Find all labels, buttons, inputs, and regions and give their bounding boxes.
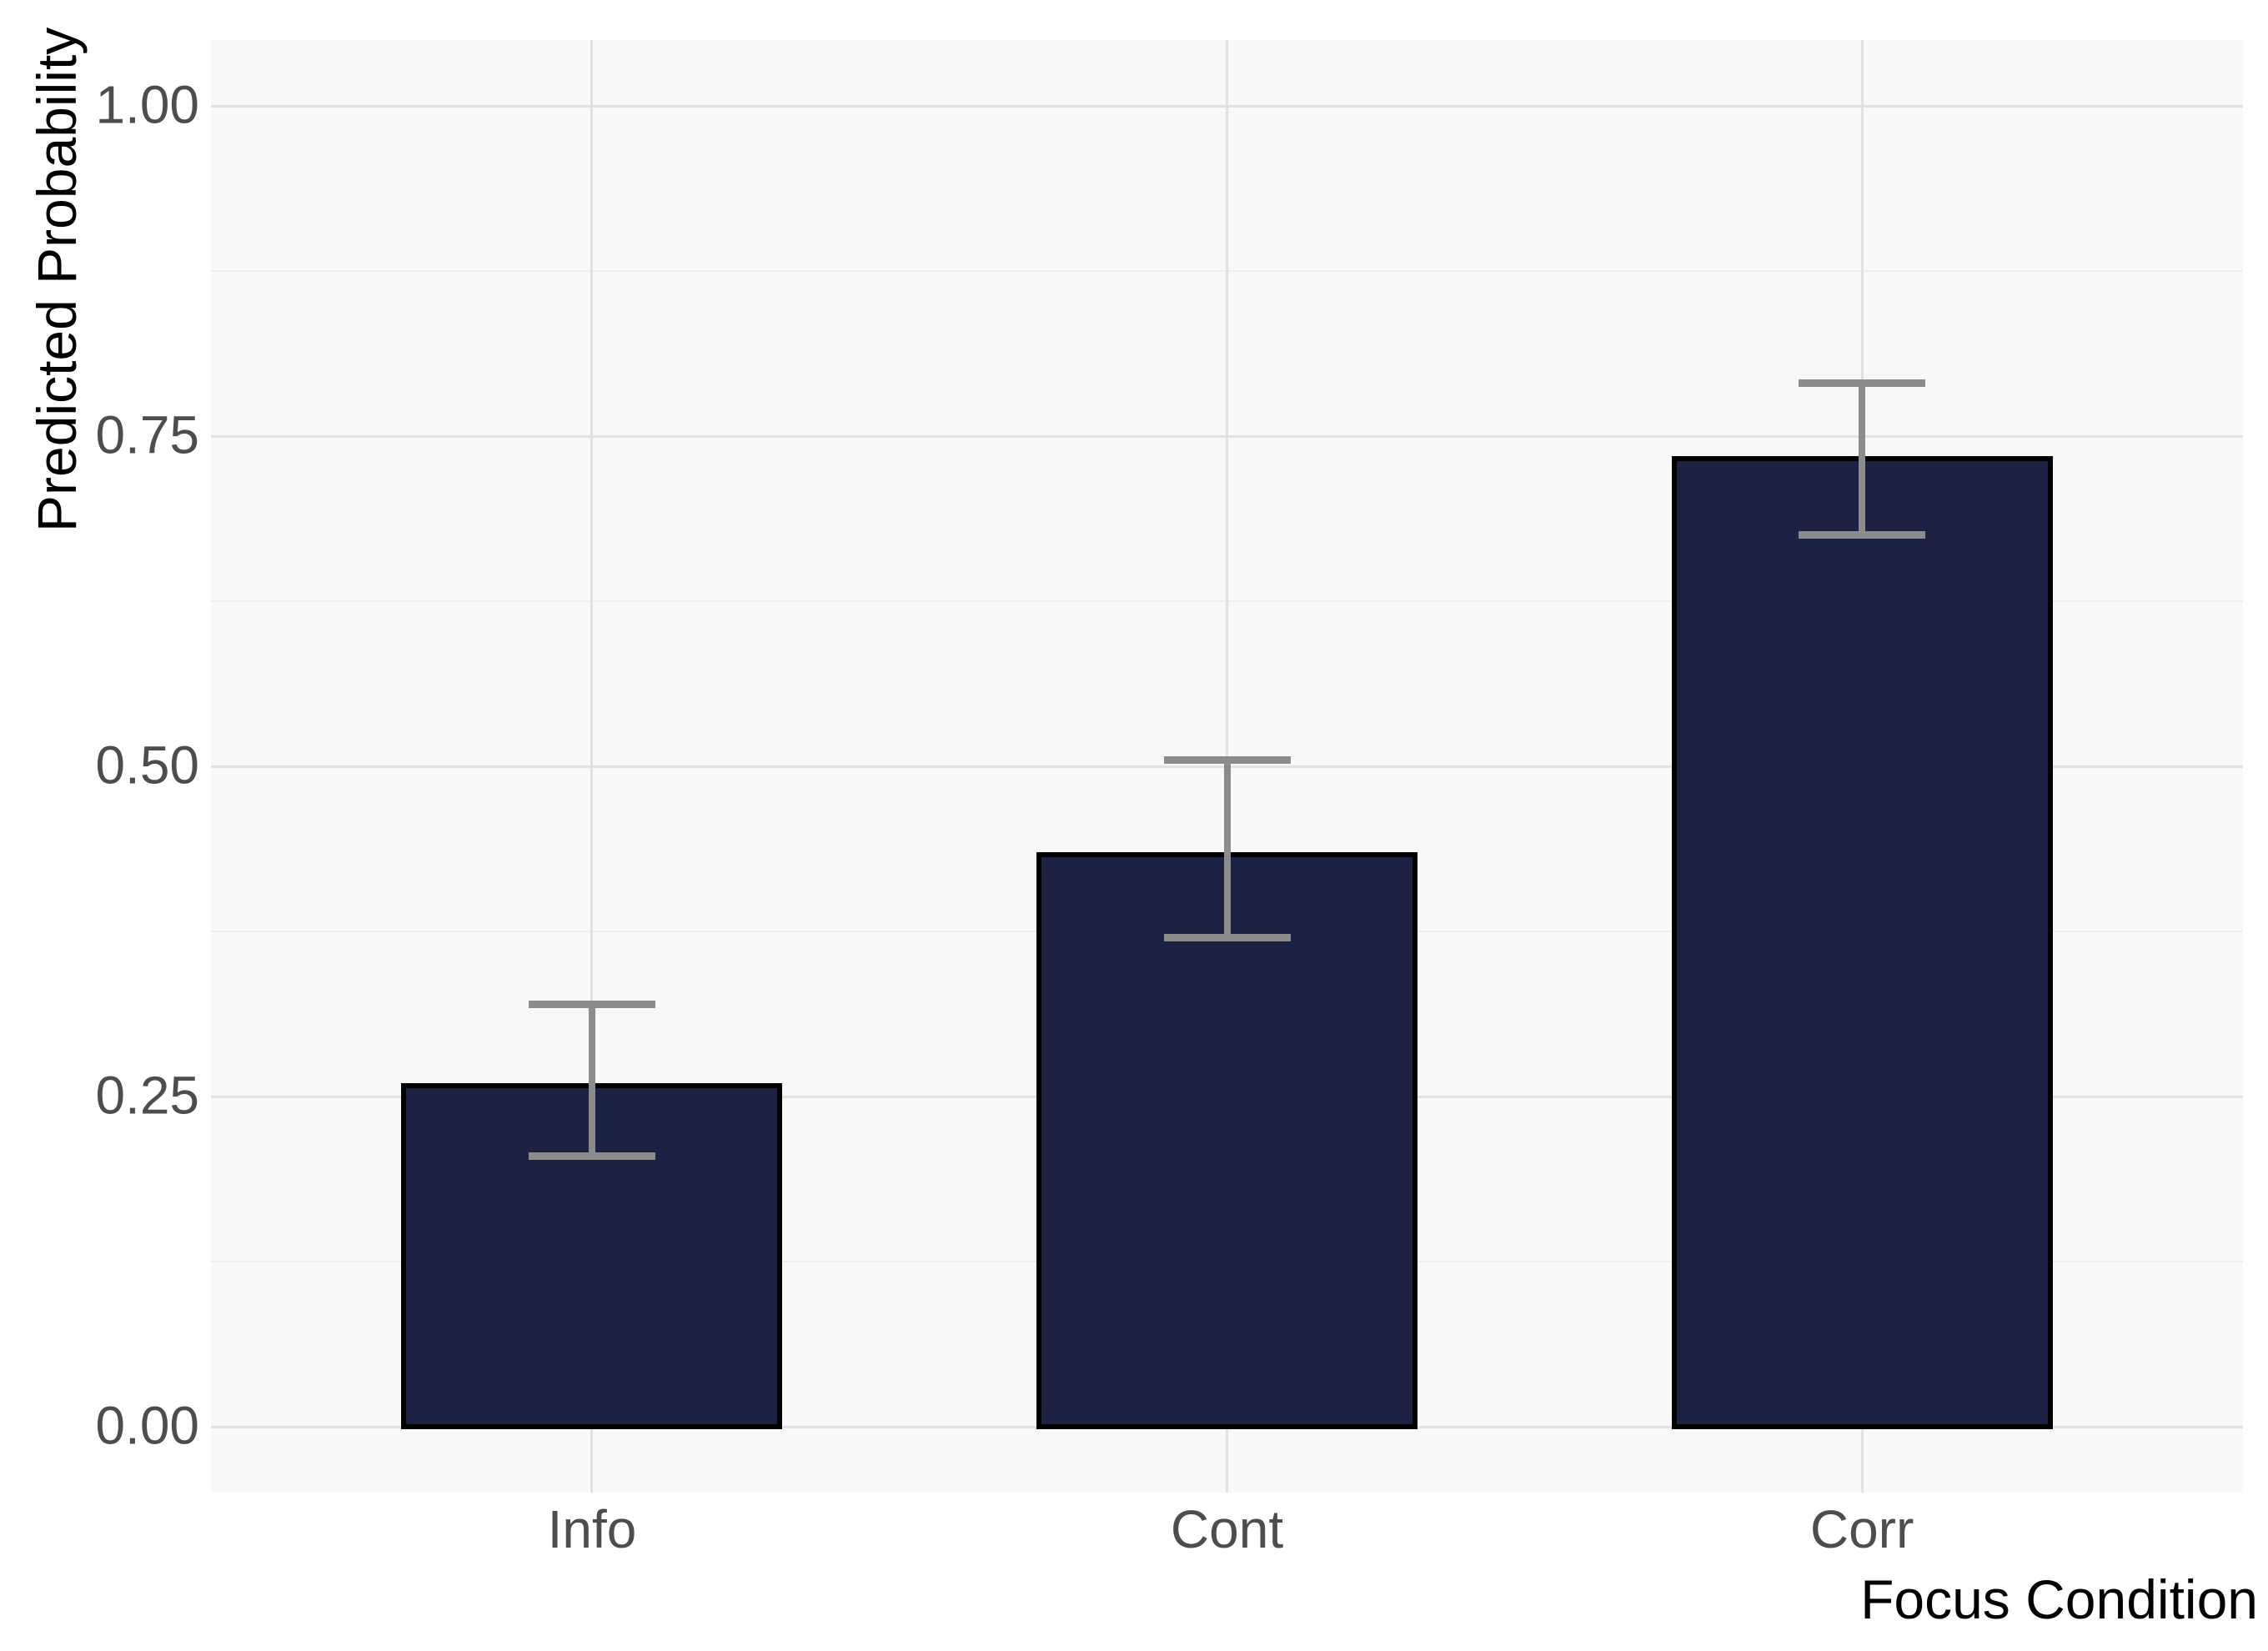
error-bar-cap-bottom — [528, 1152, 655, 1160]
y-tick-label: 0.00 — [95, 1395, 199, 1456]
error-bar-line-corr — [1859, 383, 1866, 535]
error-bar-line-cont — [1223, 760, 1231, 938]
gridline-major-vertical — [590, 40, 594, 1493]
error-bar-cap-bottom — [1799, 531, 1926, 539]
y-tick-label: 0.50 — [95, 735, 199, 795]
x-axis-title: Focus Condition — [1860, 1568, 2258, 1630]
error-bar-cap-bottom — [1163, 934, 1291, 942]
bar-corr — [1671, 455, 2053, 1429]
error-bar-cap-top — [1799, 379, 1926, 388]
y-tick-label: 0.25 — [95, 1065, 199, 1126]
x-category-label: Cont — [1170, 1499, 1284, 1559]
error-bar-cap-top — [1163, 755, 1291, 764]
y-tick-label: 0.75 — [95, 404, 199, 465]
error-bar-cap-top — [528, 1000, 655, 1008]
bar-cont — [1036, 851, 1418, 1429]
x-category-label: Info — [547, 1499, 637, 1559]
y-tick-label: 1.00 — [95, 74, 199, 135]
error-bar-line-info — [588, 1004, 595, 1157]
y-axis-title: Predicted Probability — [26, 27, 88, 532]
x-category-label: Corr — [1809, 1499, 1914, 1559]
chart-panel — [211, 40, 2243, 1493]
